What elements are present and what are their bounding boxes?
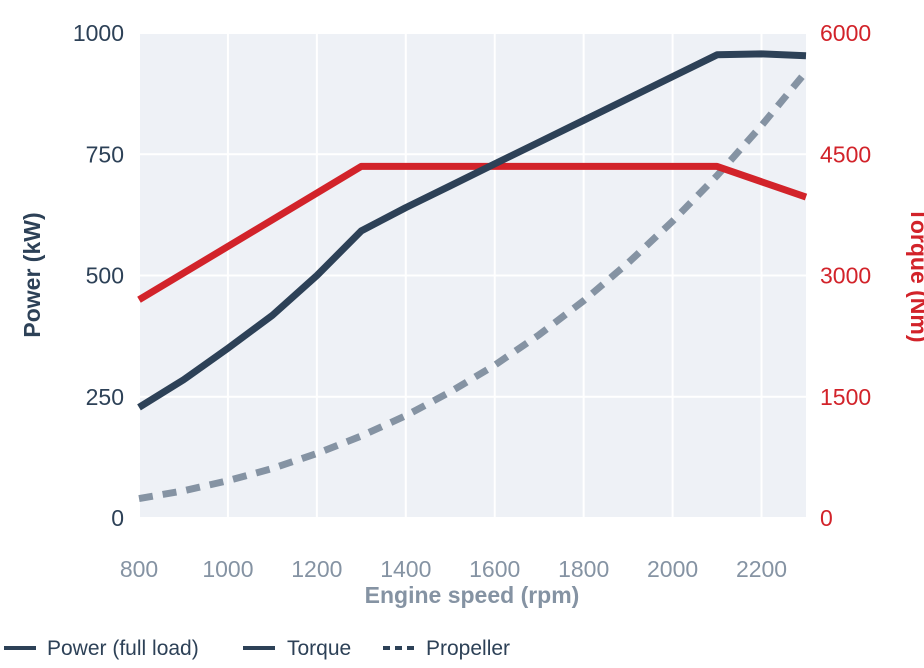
x-axis-ticks: 800 1000 1200 1400 1600 1800 2000 2200 xyxy=(120,556,787,582)
x-tick-label: 2200 xyxy=(736,556,787,582)
x-tick-label: 1400 xyxy=(380,556,431,582)
y-left-tick-label: 250 xyxy=(86,384,124,410)
right-axis-ticks: 0 1500 3000 4500 6000 xyxy=(820,20,871,531)
legend: Power (full load) Torque Propeller xyxy=(4,637,510,660)
legend-label-torque: Torque xyxy=(287,637,351,660)
left-axis-title: Power (kW) xyxy=(19,212,45,337)
y-left-tick-label: 1000 xyxy=(73,20,124,46)
x-axis-title: Engine speed (rpm) xyxy=(365,582,580,608)
x-tick-label: 1200 xyxy=(291,556,342,582)
series-line-torque xyxy=(137,162,808,303)
legend-label-power: Power (full load) xyxy=(47,637,199,660)
x-tick-label: 1000 xyxy=(202,556,253,582)
left-axis-ticks: 0 250 500 750 1000 xyxy=(73,20,124,531)
legend-label-propeller: Propeller xyxy=(426,637,510,660)
y-right-tick-label: 3000 xyxy=(820,263,871,289)
y-right-tick-label: 1500 xyxy=(820,384,871,410)
x-tick-label: 2000 xyxy=(647,556,698,582)
right-axis-title: Torque (Nm) xyxy=(906,207,924,342)
x-tick-label: 1600 xyxy=(469,556,520,582)
y-left-tick-label: 500 xyxy=(86,263,124,289)
x-tick-label: 1800 xyxy=(558,556,609,582)
y-right-tick-label: 6000 xyxy=(820,20,871,46)
y-left-tick-label: 0 xyxy=(111,505,124,531)
y-left-tick-label: 750 xyxy=(86,141,124,167)
x-tick-label: 800 xyxy=(120,556,158,582)
y-right-tick-label: 0 xyxy=(820,505,833,531)
y-right-tick-label: 4500 xyxy=(820,141,871,167)
series-lines xyxy=(137,50,809,503)
series-line-power-full-load xyxy=(137,50,807,411)
